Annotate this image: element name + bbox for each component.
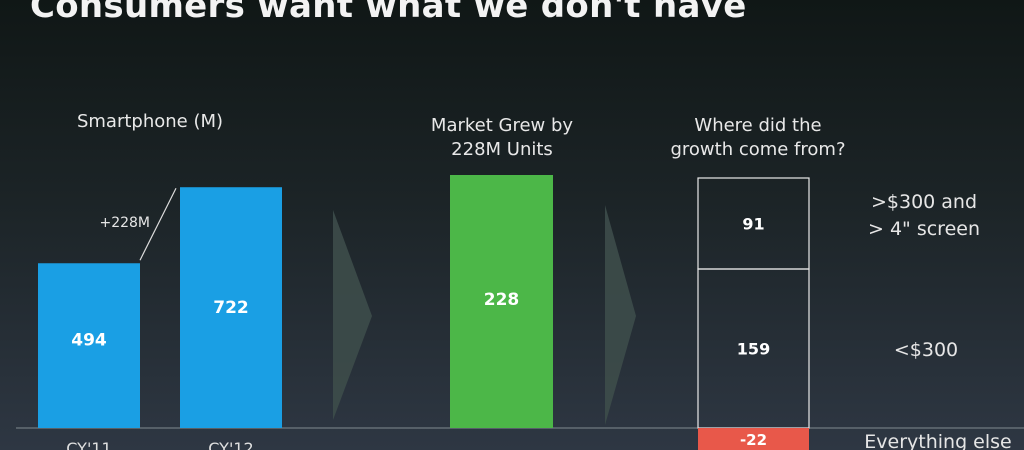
bar-CY'11: [38, 263, 140, 428]
chart2-title-line1: Market Grew by: [430, 115, 574, 136]
segment-label-gt300-line2: > 4" screen: [868, 218, 980, 240]
bar-CY'12: [180, 187, 282, 428]
arrow-icon: [333, 210, 372, 420]
chart2-title-line2: 228M Units: [451, 139, 553, 160]
segment-label-everything-else: Everything else: [864, 431, 1011, 450]
segment-everything-else: [698, 428, 809, 450]
segment-label-gt300-line1: >$300 and: [871, 191, 977, 213]
chart3-title-line2: growth come from?: [670, 139, 846, 160]
arrow-icon: [605, 205, 636, 425]
segment-label-lt300: <$300: [894, 339, 958, 361]
category-label: CY'11: [66, 439, 111, 450]
bar-market-growth: [450, 175, 553, 428]
segment-gt300: [697, 177, 810, 270]
growth-annotation: +228M: [99, 215, 150, 231]
data-label-494: 494: [71, 331, 107, 351]
data-label-722: 722: [213, 298, 249, 318]
growth-line: [139, 187, 177, 261]
data-label-159: 159: [737, 340, 770, 359]
data-label-228: 228: [484, 290, 520, 310]
slide-title: Consumers want what we don't have: [30, 0, 747, 26]
data-label-neg22: -22: [740, 431, 767, 449]
chart3-title-line1: Where did the: [694, 115, 822, 136]
category-label: CY'12: [208, 439, 253, 450]
data-label-91: 91: [742, 215, 764, 234]
chart1-title: Smartphone (M): [76, 111, 224, 132]
